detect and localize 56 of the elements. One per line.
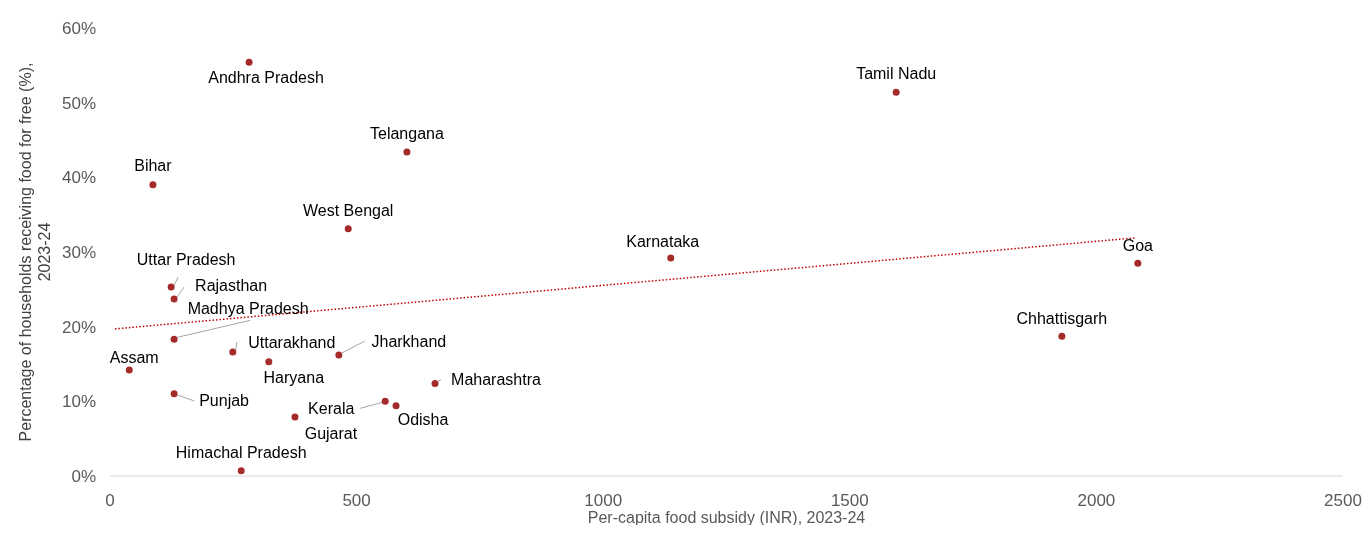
annotation: Goa (1122, 236, 1154, 254)
annotation: Haryana (263, 369, 325, 387)
x-tick-label: 0 (105, 491, 115, 510)
point (667, 254, 675, 262)
y-tick-label: 20% (61, 317, 96, 337)
point (265, 358, 273, 366)
annotation: Assam (109, 348, 159, 366)
point (431, 379, 439, 387)
point (381, 397, 389, 405)
annotation: West Bengal (303, 202, 394, 220)
point (167, 283, 175, 291)
point (291, 413, 299, 421)
point (170, 335, 178, 343)
x-tick-label: 1000 (584, 491, 623, 510)
point (245, 58, 253, 66)
annotation: Rajasthan (195, 276, 268, 294)
x-tick-label: 500 (342, 491, 371, 510)
point (125, 366, 133, 374)
annotation: Uttarakhand (248, 333, 336, 351)
annotation: Tamil Nadu (856, 64, 937, 82)
x-tick-label: 2000 (1077, 491, 1116, 510)
point (229, 348, 237, 356)
annotation: Chhattisgarh (1016, 309, 1108, 327)
point (335, 351, 343, 359)
y-tick-label: 30% (61, 242, 96, 262)
y-tick-label: 40% (61, 168, 96, 188)
annotation: Andhra Pradesh (208, 68, 324, 86)
point (237, 467, 245, 475)
annotation: Maharashtra (451, 371, 542, 389)
point (392, 402, 400, 410)
point (403, 148, 411, 156)
x-tick-label: 1500 (830, 491, 869, 510)
y-axis-title: Percentage of households receiving food for free (%), 2023-24 (17, 62, 54, 442)
point (149, 181, 157, 189)
point (170, 390, 178, 398)
annotation: Bihar (134, 157, 173, 175)
point (1134, 259, 1142, 267)
y-tick-label: 0% (71, 466, 96, 486)
x-tick-label: 2500 (1324, 491, 1362, 510)
annotation: Karnataka (626, 232, 700, 250)
annotation: Uttar Pradesh (136, 250, 236, 268)
annotation: Gujarat (304, 424, 358, 442)
point (344, 225, 352, 233)
point (892, 88, 900, 96)
y-tick-label: 10% (61, 392, 96, 412)
annotation: Himachal Pradesh (175, 444, 307, 462)
point (170, 295, 178, 303)
annotation: Jharkhand (371, 332, 447, 350)
y-tick-label: 60% (61, 18, 96, 38)
point (1058, 332, 1066, 340)
annotation: Odisha (397, 411, 449, 429)
y-tick-label: 50% (61, 93, 96, 113)
annotation: Kerala (308, 399, 355, 417)
annotation: Punjab (199, 392, 250, 410)
annotation: Madhya Pradesh (187, 299, 309, 317)
annotation: Telangana (369, 124, 444, 142)
